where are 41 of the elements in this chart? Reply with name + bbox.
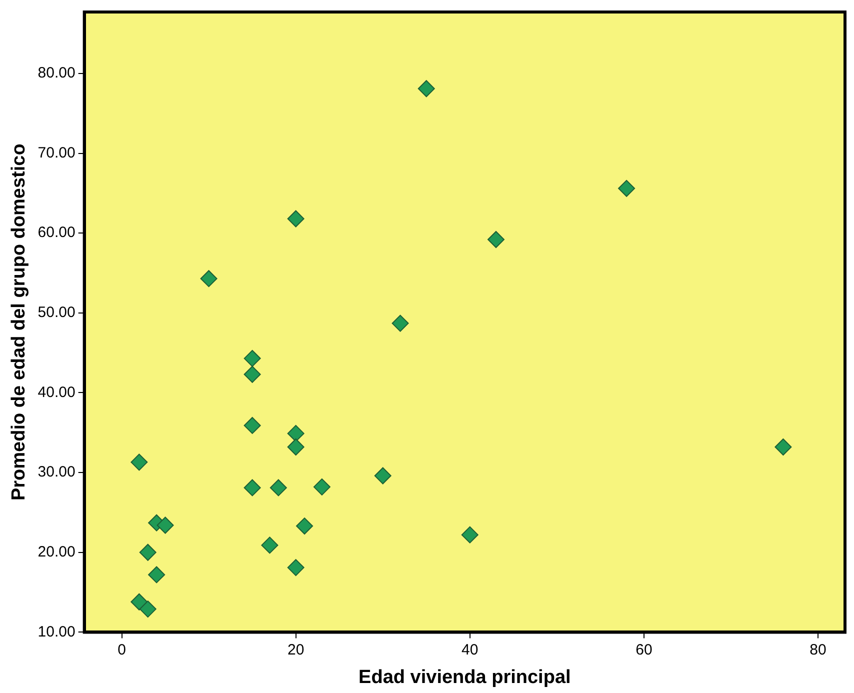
x-tick-label: 20 — [287, 641, 304, 658]
y-tick-label: 40.00 — [38, 384, 76, 401]
point — [261, 536, 278, 554]
x-tick-label: 60 — [636, 641, 652, 658]
point — [418, 80, 435, 98]
x-tick-label: 80 — [810, 641, 826, 658]
point — [156, 516, 174, 534]
x-tick-label: 0 — [118, 641, 126, 658]
y-tick-label: 50.00 — [38, 304, 76, 322]
y-tick-label: 80.00 — [38, 64, 76, 82]
point — [296, 518, 314, 535]
y-tick-label: 60.00 — [38, 224, 76, 242]
y-axis-title: Promedio de edad del grupo domestico — [8, 144, 30, 501]
point — [392, 314, 409, 332]
point — [287, 424, 304, 442]
y-tick-label: 70.00 — [38, 144, 76, 162]
point — [287, 559, 304, 576]
point — [374, 467, 392, 484]
point — [287, 438, 304, 456]
point — [148, 566, 166, 584]
point — [774, 438, 792, 456]
x-tick-label: 40 — [462, 641, 478, 658]
point — [618, 180, 636, 197]
point — [313, 478, 330, 496]
point — [270, 479, 287, 496]
point — [461, 526, 478, 544]
point — [287, 210, 304, 228]
point — [139, 544, 156, 561]
point — [200, 270, 218, 288]
point — [130, 454, 148, 471]
y-tick-label: 10.00 — [38, 623, 76, 640]
point — [244, 350, 261, 367]
point — [244, 366, 261, 383]
y-tick-label: 30.00 — [38, 464, 76, 481]
point — [244, 479, 261, 496]
point — [488, 230, 504, 248]
point — [130, 593, 148, 610]
x-axis-title: Edad vivienda principal — [358, 666, 571, 688]
y-tick-label: 20.00 — [38, 544, 76, 561]
point — [244, 416, 261, 434]
point — [139, 600, 156, 618]
